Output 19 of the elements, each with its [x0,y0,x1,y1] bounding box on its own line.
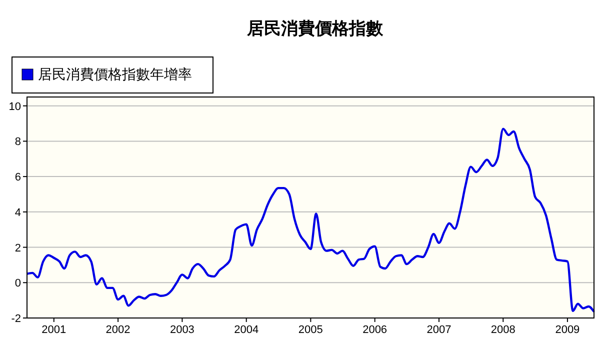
y-tick-label: -2 [11,313,21,325]
y-tick-label: 8 [14,136,21,148]
y-tick-label: 4 [14,206,21,219]
x-tick-label: 2008 [490,324,516,336]
y-tick-label: 6 [14,172,21,184]
x-tick-label: 2003 [170,324,194,336]
line-series [26,128,596,313]
x-tick-label: 2005 [298,324,323,336]
x-tick-label: 2004 [234,324,259,336]
x-tick-label: 2002 [106,324,130,336]
legend-label: 居民消費價格指數年增率 [38,66,192,82]
y-tick-label: 0 [14,278,21,290]
x-tick-label: 2009 [555,324,580,336]
x-tick-label: 2007 [426,324,452,336]
x-tick-label: 2001 [42,324,66,336]
chart-title: 居民消費價格指數 [246,19,384,38]
x-tick-label: 2006 [362,324,388,336]
y-tick-label: 2 [14,242,21,254]
y-tick-label: 10 [8,100,21,113]
